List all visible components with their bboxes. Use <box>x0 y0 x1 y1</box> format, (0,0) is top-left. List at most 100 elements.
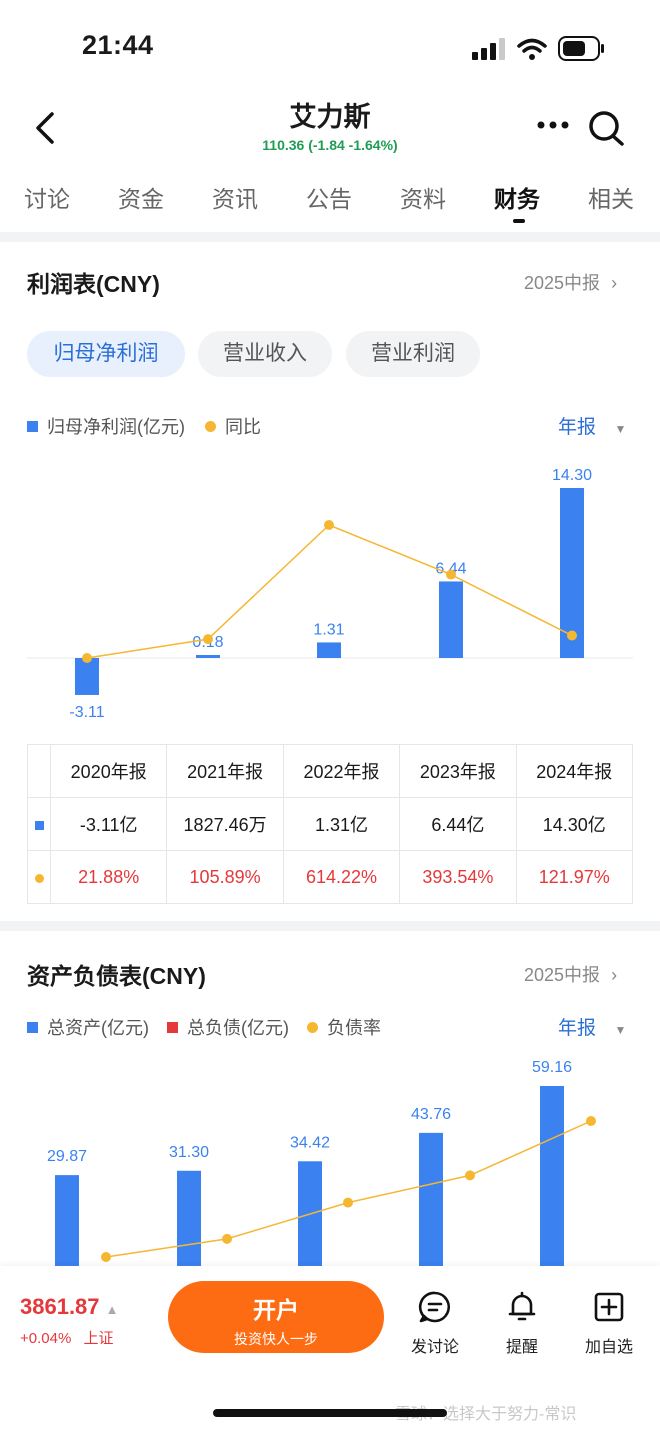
tab-finance[interactable]: 财务 <box>494 186 540 212</box>
bar <box>560 488 584 658</box>
yoy-point <box>324 520 334 530</box>
table-cell: 614.22% <box>282 850 401 904</box>
legend-debt-ratio: 负债率 <box>327 1018 381 1038</box>
balance-section-title: 资产负债表(CNY) <box>27 963 206 989</box>
debt-ratio-point <box>465 1170 475 1181</box>
balance-report-link[interactable]: 2025中报 › <box>524 961 617 987</box>
debt-ratio-point <box>222 1233 232 1244</box>
table-cell: 393.54% <box>399 850 517 904</box>
tab-related[interactable]: 相关 <box>588 186 634 212</box>
tab-profile[interactable]: 资料 <box>400 186 446 212</box>
balance-period-select[interactable]: 年报 ▼ <box>558 1013 626 1040</box>
debt-ratio-point <box>343 1197 353 1208</box>
data-label: 6.44 <box>435 560 466 577</box>
data-label: 34.42 <box>290 1134 330 1151</box>
stock-quote: 110.36 (-1.84 -1.64%) <box>262 137 398 153</box>
bar-marker-icon <box>34 820 44 830</box>
chat-icon <box>418 1291 451 1323</box>
legend-yoy: 同比 <box>225 417 261 437</box>
triangle-up-icon: ▲ <box>105 1302 119 1317</box>
active-tab-indicator <box>513 219 525 223</box>
debt-ratio-point <box>586 1116 596 1126</box>
bar <box>75 658 99 695</box>
bar <box>55 1175 79 1266</box>
table-header: 2024年报 <box>515 744 634 798</box>
legend-assets: 总资产(亿元) <box>47 1018 149 1038</box>
post-discussion-label: 发讨论 <box>410 1339 459 1356</box>
balance-period-label: 年报 <box>558 1018 597 1039</box>
table-cell: 21.88% <box>49 850 168 904</box>
tab-funds[interactable]: 资金 <box>118 186 164 212</box>
signal-icon <box>472 38 505 60</box>
caret-down-icon: ▼ <box>614 422 627 436</box>
index-name: 上证 <box>83 1330 114 1347</box>
search-icon[interactable] <box>586 108 626 148</box>
battery-icon <box>558 36 604 61</box>
data-label: 14.30 <box>552 467 592 484</box>
section-divider <box>0 921 660 931</box>
back-arrow-icon[interactable] <box>28 108 68 148</box>
add-watchlist-label: 加自选 <box>584 1339 633 1356</box>
profit-legend: 归母净利润(亿元) 同比 <box>27 413 261 439</box>
bar <box>196 655 220 658</box>
alert-label: 提醒 <box>505 1339 538 1356</box>
table-row: 21.88% 105.89% 614.22% 393.54% 121.97% <box>27 850 634 904</box>
table-header: 2021年报 <box>166 744 284 798</box>
profit-period-select[interactable]: 年报 ▼ <box>558 412 626 439</box>
post-discussion-button[interactable]: 发讨论 <box>400 1290 470 1357</box>
more-icon[interactable] <box>536 118 570 132</box>
table-cell: 6.44亿 <box>399 797 517 851</box>
pill-net-profit[interactable]: 归母净利润 <box>27 331 185 377</box>
caret-down-icon: ▼ <box>614 1023 627 1037</box>
table-cell: 1.31亿 <box>282 797 401 851</box>
section-divider <box>0 232 660 242</box>
table-cell: -3.11亿 <box>49 797 168 851</box>
profit-section-title: 利润表(CNY) <box>27 271 160 297</box>
table-header: 2023年报 <box>399 744 517 798</box>
pill-operating-profit[interactable]: 营业利润 <box>346 331 480 377</box>
tab-bar: 讨论 资金 资讯 公告 资料 财务 相关 <box>0 180 660 220</box>
tab-announcements[interactable]: 公告 <box>306 186 352 212</box>
ratio-legend-swatch <box>307 1021 318 1033</box>
balance-chart: 29.87 31.30 34.42 43.76 59.16 <box>47 1059 596 1266</box>
bell-icon <box>508 1291 536 1321</box>
legend-net-profit: 归母净利润(亿元) <box>47 417 185 437</box>
open-account-label: 开户 <box>253 1297 299 1323</box>
data-label: 29.87 <box>47 1148 87 1165</box>
bar <box>317 642 341 658</box>
table-header-row: 2020年报 2021年报 2022年报 2023年报 2024年报 <box>27 744 634 798</box>
bar <box>177 1170 201 1266</box>
wifi-icon <box>517 38 547 60</box>
tab-news[interactable]: 资讯 <box>212 186 258 212</box>
index-value[interactable]: 3861.87 ▲ <box>20 1294 119 1320</box>
balance-legend: 总资产(亿元) 总负债(亿元) 负债率 <box>27 1014 381 1040</box>
add-square-icon <box>594 1292 624 1322</box>
legend-liabilities: 总负债(亿元) <box>187 1018 289 1038</box>
table-cell: 14.30亿 <box>515 797 634 851</box>
index-change-row: +0.04% 上证 <box>20 1327 113 1348</box>
data-label: 31.30 <box>169 1144 209 1161</box>
debt-ratio-point <box>101 1252 111 1262</box>
chevron-right-icon: › <box>611 965 618 985</box>
profit-report-label: 2025中报 <box>524 273 601 293</box>
bar <box>540 1086 564 1266</box>
open-account-button[interactable]: 开户 投资快人一步 <box>168 1281 384 1353</box>
table-cell: 121.97% <box>515 850 634 904</box>
chevron-right-icon: › <box>611 273 618 293</box>
table-cell: 1827.46万 <box>166 797 284 851</box>
pill-revenue[interactable]: 营业收入 <box>198 331 332 377</box>
home-indicator <box>213 1409 447 1417</box>
line-marker-icon <box>34 873 44 883</box>
profit-period-label: 年报 <box>558 417 597 438</box>
index-change: +0.04% <box>20 1330 72 1347</box>
yoy-point <box>567 630 577 641</box>
table-cell: 105.89% <box>166 850 284 904</box>
bar-legend-swatch <box>27 420 38 432</box>
index-value-text: 3861.87 <box>20 1294 100 1319</box>
profit-report-link[interactable]: 2025中报 › <box>524 269 617 295</box>
bar <box>439 581 463 658</box>
alert-button[interactable]: 提醒 <box>487 1290 557 1357</box>
tab-discussion[interactable]: 讨论 <box>24 186 70 212</box>
add-watchlist-button[interactable]: 加自选 <box>574 1290 644 1357</box>
